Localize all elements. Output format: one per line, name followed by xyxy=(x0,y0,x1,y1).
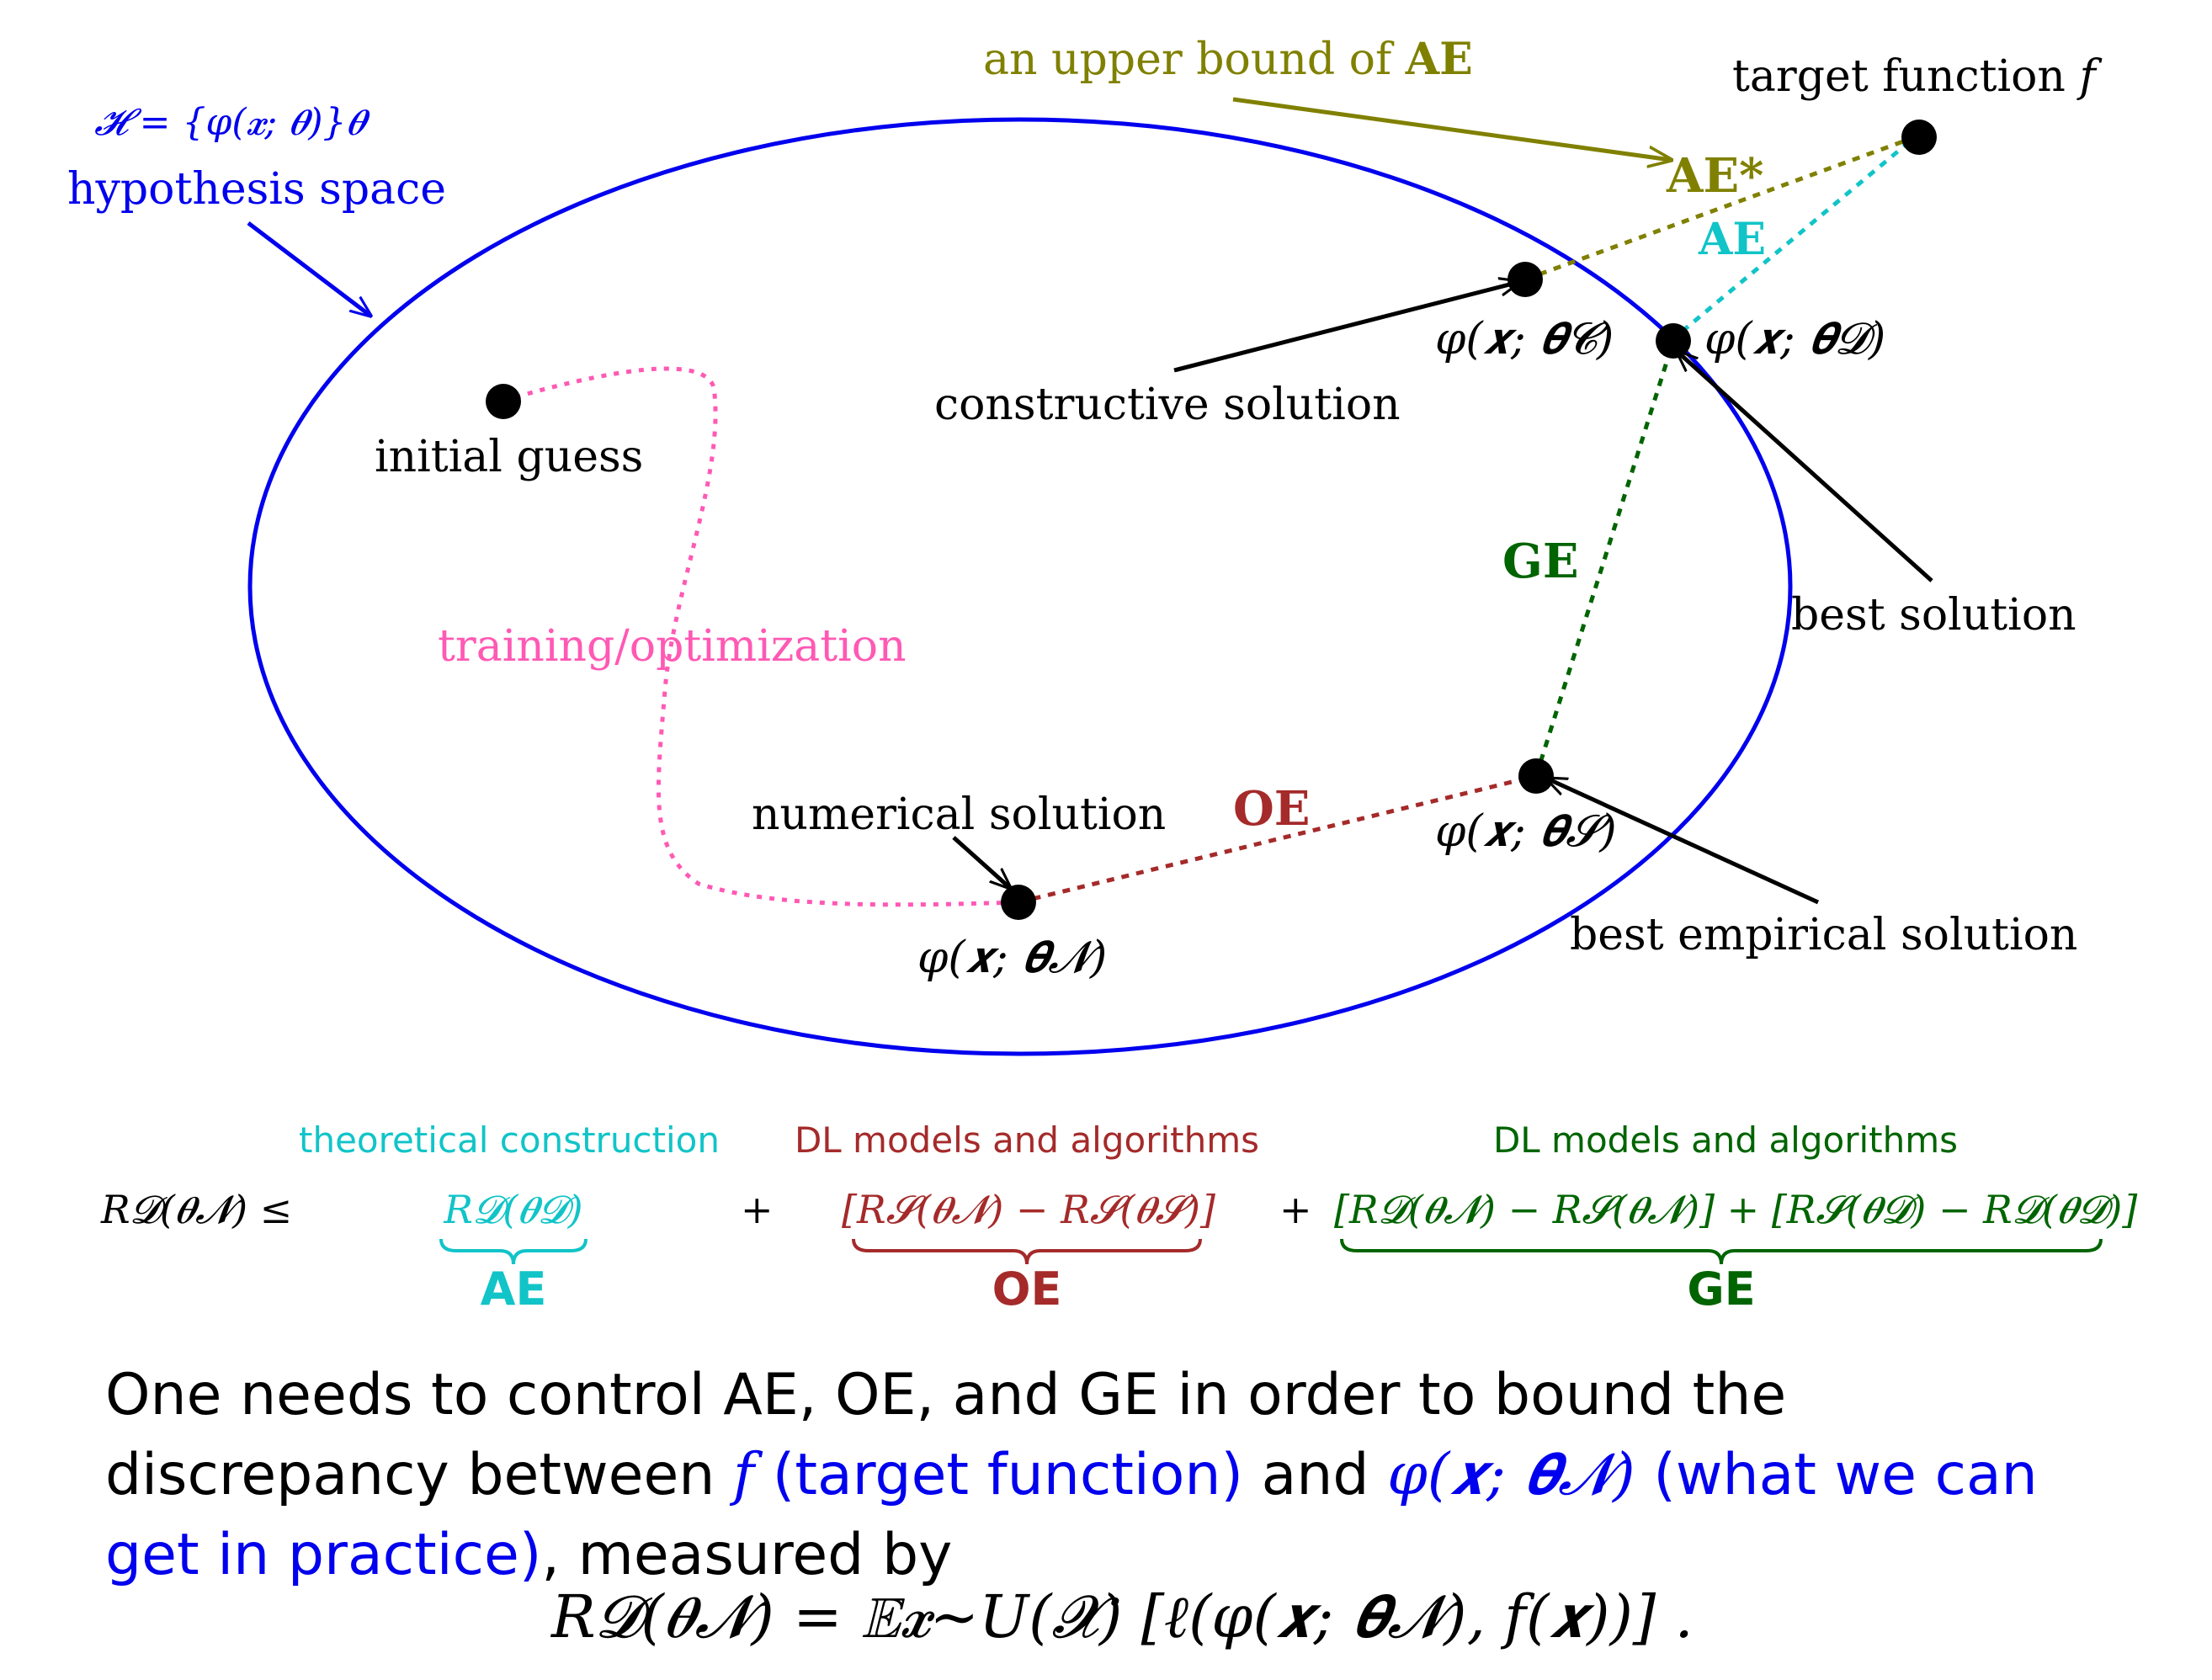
best-point xyxy=(1656,323,1691,359)
ae-underbrace xyxy=(439,1238,588,1265)
target-point xyxy=(1901,120,1937,155)
summary-text-and: and xyxy=(1243,1442,1388,1508)
summary-text-1: One needs to control AE, OE, and GE in o… xyxy=(105,1362,1787,1508)
summary-text-measured: , measured by xyxy=(541,1522,953,1588)
category-ge: DL models and algorithms xyxy=(1492,1119,1959,1161)
upper-bound-label: an upper bound of AE xyxy=(983,34,1473,85)
lhs-risk: R𝓓(𝜽𝓝) ≤ xyxy=(101,1187,293,1232)
numerical-solution-label: numerical solution xyxy=(752,789,1166,840)
summary-f: f xyxy=(733,1442,755,1508)
ge-path xyxy=(1534,340,1676,777)
best-empirical-arrow xyxy=(1547,779,1820,905)
constructive-solution-label: constructive solution xyxy=(934,380,1401,430)
target-function-label: target function f xyxy=(1732,51,2102,102)
category-ae: theoretical construction xyxy=(299,1119,720,1161)
summary-paragraph: One needs to control AE, OE, and GE in o… xyxy=(105,1355,2142,1595)
category-oe: DL models and algorithms xyxy=(794,1119,1260,1161)
oe-term: [R𝓢(𝜽𝓝) − R𝓢(𝜽𝓢)] xyxy=(842,1187,1215,1232)
hypothesis-space-ellipse xyxy=(247,117,1793,1056)
best-empirical-label: best empirical solution xyxy=(1570,910,2077,960)
oe-underbrace xyxy=(852,1238,1202,1265)
oe-path xyxy=(1018,774,1537,905)
summary-target-function: (target function) xyxy=(754,1442,1244,1508)
error-decomposition-diagram: 𝓗 = {φ(𝒙; 𝜽)}𝜽 hypothesis space an upper… xyxy=(67,34,2102,1056)
phi-c-label: φ(𝒙; 𝜽𝓒) xyxy=(1435,314,1614,364)
best-empirical-point xyxy=(1518,758,1554,794)
summary-phi: φ(𝒙; 𝜽𝓝) xyxy=(1387,1442,1635,1508)
ge-term: [R𝓓(𝜽𝓝) − R𝓢(𝜽𝓝)] + [R𝓢(𝜽𝓓) − R𝓓(𝜽𝓓)] xyxy=(1334,1187,2138,1232)
upper-bound-arrow xyxy=(1232,97,1671,160)
ge-label: GE xyxy=(1502,534,1579,589)
plus-sign-2: + xyxy=(1279,1187,1312,1232)
ae-label: AE xyxy=(1698,214,1766,265)
hypothesis-space-label: hypothesis space xyxy=(67,164,446,215)
numerical-point xyxy=(1001,885,1036,920)
constructive-point xyxy=(1507,262,1543,297)
risk-formula: R𝓓(𝜽𝓝) = 𝔼𝒙∼U(𝓧) [ℓ(φ(𝒙; 𝜽𝓝), f(𝒙))] . xyxy=(551,1582,1694,1651)
initial-guess-label: initial guess xyxy=(375,432,643,482)
oe-label: OE xyxy=(1233,781,1310,837)
plus-sign-1: + xyxy=(741,1187,774,1232)
numerical-arrow xyxy=(952,836,1010,888)
best-arrow xyxy=(1678,352,1933,582)
initial-guess-point xyxy=(486,384,521,419)
training-label: training/optimization xyxy=(438,621,907,672)
phi-n-label: φ(𝒙; 𝜽𝓝) xyxy=(917,933,1107,983)
hypothesis-set-label: 𝓗 = {φ(𝒙; 𝜽)}𝜽 xyxy=(94,101,370,144)
ae-star-label: AE* xyxy=(1666,148,1763,204)
phi-d-label: φ(𝒙; 𝜽𝓓) xyxy=(1704,314,1885,364)
best-solution-label: best solution xyxy=(1791,590,2076,641)
ae-term: R𝓓(𝜽𝓓) xyxy=(444,1187,583,1232)
ae-acronym: AE xyxy=(480,1263,547,1316)
phi-s-label: φ(𝒙; 𝜽𝓢) xyxy=(1435,806,1617,857)
summary-practice: (what we can get in practice) xyxy=(105,1442,2038,1588)
ge-acronym: GE xyxy=(1687,1263,1756,1316)
oe-acronym: OE xyxy=(992,1263,1062,1316)
constructive-arrow xyxy=(1173,282,1519,373)
training-path xyxy=(502,366,1019,907)
ge-underbrace xyxy=(1340,1238,2103,1265)
hypothesis-pointer-arrow xyxy=(247,221,370,316)
ae-path xyxy=(1669,136,1917,343)
